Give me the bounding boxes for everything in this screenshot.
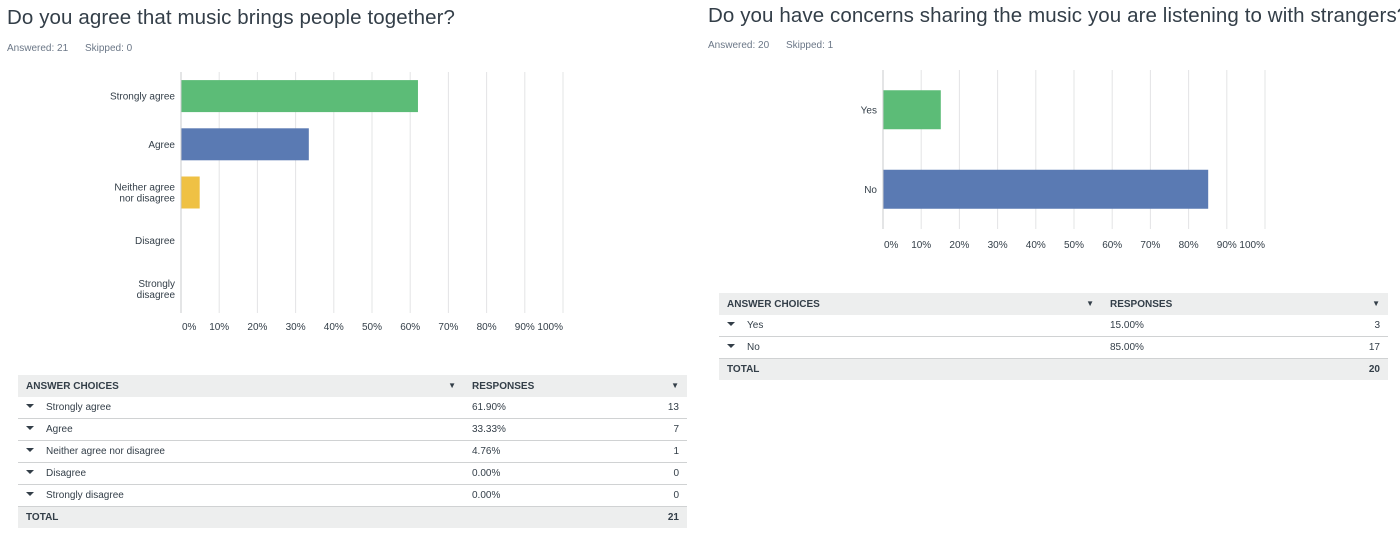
category-label: No [864,185,877,196]
x-tick-label: 100% [1239,240,1265,251]
response-percent: 33.33% [464,418,609,441]
x-tick-label: 0% [182,322,197,333]
table-row: Disagree 0.00% 0 [18,462,687,485]
x-tick-label: 90% [515,322,535,333]
x-tick-label: 70% [1140,240,1160,251]
total-value: 20 [1287,358,1388,380]
table-row: Strongly agree 61.90% 13 [18,397,687,419]
answered-count: Answered: 20 [708,40,770,51]
bar[interactable] [883,169,1209,209]
response-count: 0 [608,484,687,507]
answer-choice: Neither agree nor disagree [46,446,165,457]
skipped-count: Skipped: 0 [84,43,133,54]
expand-caret-icon[interactable] [26,492,34,497]
x-tick-label: 90% [1217,240,1237,251]
bar-chart: 0% 10% 20% 30% 40% 50% 60% 70% 80% 90% 100% Yes No [861,70,1266,251]
x-tick-label: 50% [362,322,382,333]
x-tick-label: 70% [438,322,458,333]
response-count: 3 [1287,315,1388,337]
answer-choice: Strongly agree [46,402,112,413]
x-tick-label: 10% [911,240,931,251]
x-tick-label: 30% [286,322,306,333]
response-percent: 61.90% [464,397,609,419]
expand-caret-icon[interactable] [26,404,34,409]
category-label: Strongly [138,279,175,290]
table-row: Agree 33.33% 7 [18,418,687,441]
category-label: Neither agree [114,183,175,194]
answered-count: Answered: 21 [7,43,69,54]
x-tick-label: 80% [1179,240,1199,251]
total-label: TOTAL [18,506,464,528]
category-label: disagree [137,290,176,301]
answer-choice: Strongly disagree [46,490,124,501]
column-header-answer-choices[interactable]: ANSWER CHOICES ▼ [18,375,464,397]
expand-caret-icon[interactable] [26,448,34,453]
expand-caret-icon[interactable] [727,344,735,349]
column-header-responses[interactable]: RESPONSES ▼ [464,375,687,397]
response-count: 0 [608,462,687,485]
table-row: Neither agree nor disagree 4.76% 1 [18,440,687,463]
x-tick-label: 40% [324,322,344,333]
table-row: Yes 15.00% 3 [719,315,1388,337]
x-tick-label: 40% [1026,240,1046,251]
question-title: Do you agree that music brings people to… [7,6,456,29]
response-stats: Answered: 20 Skipped: 1 [708,40,847,51]
answer-choice: Agree [46,424,73,435]
category-label: Disagree [135,236,175,247]
x-tick-label: 0% [884,240,899,251]
x-tick-label: 20% [949,240,969,251]
x-tick-label: 60% [400,322,420,333]
sort-icon[interactable]: ▼ [1086,298,1094,308]
bar[interactable] [883,90,941,130]
x-tick-label: 50% [1064,240,1084,251]
response-stats: Answered: 21 Skipped: 0 [7,43,146,54]
expand-caret-icon[interactable] [26,470,34,475]
x-tick-label: 20% [247,322,267,333]
column-header-responses[interactable]: RESPONSES ▼ [1102,293,1388,315]
table-row: No 85.00% 17 [719,336,1388,359]
column-header-answer-choices[interactable]: ANSWER CHOICES ▼ [719,293,1102,315]
table-row: Strongly disagree 0.00% 0 [18,484,687,507]
skipped-count: Skipped: 1 [785,40,834,51]
response-percent: 0.00% [464,484,609,507]
x-tick-label: 30% [988,240,1008,251]
response-percent: 4.76% [464,440,609,463]
response-count: 13 [608,397,687,419]
category-label: nor disagree [119,194,175,205]
response-percent: 0.00% [464,462,609,485]
answer-choice: Yes [747,320,764,331]
answer-choice: No [747,342,760,353]
total-row: TOTAL 21 [18,506,687,528]
expand-caret-icon[interactable] [26,426,34,431]
x-tick-label: 10% [209,322,229,333]
response-count: 1 [608,440,687,463]
category-label: Agree [148,140,175,151]
sort-icon[interactable]: ▼ [671,380,679,390]
response-count: 17 [1287,336,1388,359]
bar[interactable] [181,80,418,113]
answer-choice: Disagree [46,468,87,479]
responses-table: ANSWER CHOICES ▼ RESPONSES ▼ Yes 15.00% … [719,293,1388,380]
responses-table: ANSWER CHOICES ▼ RESPONSES ▼ Strongly ag… [18,375,687,528]
sort-icon[interactable]: ▼ [1372,298,1380,308]
sort-icon[interactable]: ▼ [448,380,456,390]
x-tick-label: 60% [1102,240,1122,251]
expand-caret-icon[interactable] [727,322,735,327]
bar-chart: 0% 10% 20% 30% 40% 50% 60% 70% 80% 90% 100% Strongl… [110,72,564,333]
x-tick-label: 80% [477,322,497,333]
total-row: TOTAL 20 [719,358,1388,380]
question-title: Do you have concerns sharing the music y… [708,4,1400,27]
response-count: 7 [608,418,687,441]
response-percent: 85.00% [1102,336,1288,359]
bar[interactable] [181,128,309,161]
total-value: 21 [608,506,687,528]
bar[interactable] [181,176,200,209]
total-label: TOTAL [719,358,1102,380]
x-tick-label: 100% [537,322,563,333]
category-label: Strongly agree [110,92,175,103]
response-percent: 15.00% [1102,315,1288,337]
category-label: Yes [861,105,877,116]
